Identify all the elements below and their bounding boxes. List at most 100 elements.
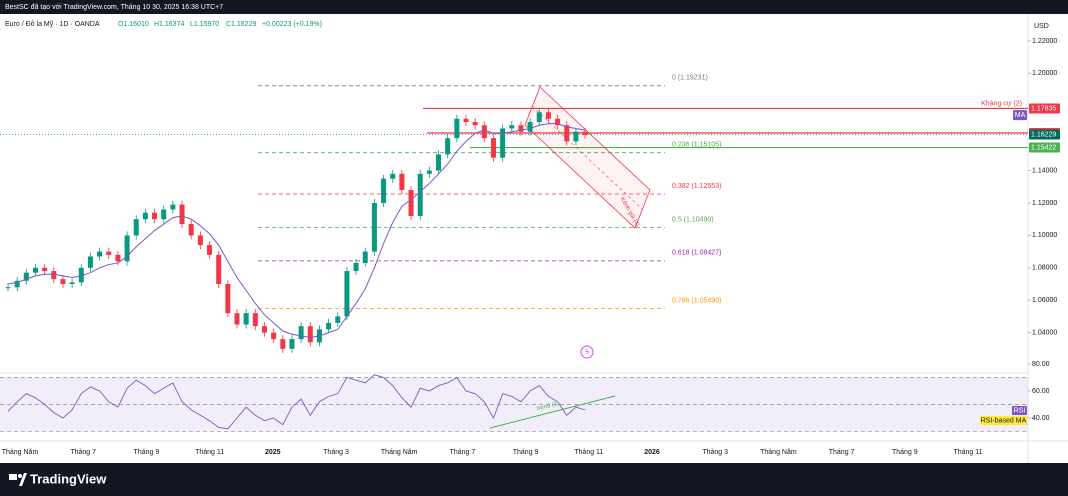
candle xyxy=(408,190,414,216)
candle xyxy=(344,271,350,317)
candle xyxy=(390,173,396,179)
price-tick-label: 1.04000 xyxy=(1032,329,1057,336)
candle xyxy=(60,279,66,285)
candle xyxy=(152,212,158,220)
resistance-label: Kháng cự (2) xyxy=(981,100,1022,107)
candle xyxy=(142,212,148,220)
time-label: Tháng 9 xyxy=(892,449,918,456)
time-label: 2026 xyxy=(644,449,660,456)
time-label: Tháng 7 xyxy=(70,449,96,456)
candle xyxy=(197,235,203,246)
time-label: Tháng 7 xyxy=(450,449,476,456)
candle xyxy=(23,272,29,281)
rsi-trend-label: trend (1) xyxy=(536,401,559,412)
rsi-tick-label: 60.00 xyxy=(1032,388,1050,395)
svg-text:ϟ: ϟ xyxy=(585,349,589,356)
time-label: Tháng Năm xyxy=(2,449,39,456)
time-label: Tháng Năm xyxy=(381,449,418,456)
candle xyxy=(216,254,222,285)
fib-label: 0 (1.19231) xyxy=(672,75,708,82)
header-bar xyxy=(0,0,1068,14)
rsi-tick-label: 40.00 xyxy=(1032,415,1050,422)
candle xyxy=(234,313,240,325)
ma-line xyxy=(7,123,586,338)
candle xyxy=(326,322,332,330)
candle xyxy=(545,112,551,119)
time-label: Tháng 11 xyxy=(195,449,224,456)
candle xyxy=(97,251,103,257)
time-label: Tháng 3 xyxy=(702,449,728,456)
candle xyxy=(225,284,231,314)
candle xyxy=(582,131,588,135)
candle xyxy=(417,173,423,216)
ohlc-value: H1.16374 xyxy=(154,21,184,28)
candle xyxy=(243,313,249,325)
symbol: Euro / Đô la Mỹ · 1D · OANDA xyxy=(5,21,100,28)
fib-label: 0.236 (1.15105) xyxy=(672,142,721,149)
price-tick-label: 1.08000 xyxy=(1032,265,1057,272)
price-tick-label: 1.20000 xyxy=(1032,70,1057,77)
candle xyxy=(179,204,185,225)
currency: USD xyxy=(1034,23,1049,30)
rsi-badge-label: RSI xyxy=(1014,407,1026,414)
last_price-badge xyxy=(1029,129,1060,140)
candle xyxy=(161,209,167,220)
fib-label: 0.618 (1.08427) xyxy=(672,250,721,257)
price-tick-label: 1.10000 xyxy=(1032,232,1057,239)
rsi-ma-badge-label: RSI-based MA xyxy=(981,417,1027,424)
candle xyxy=(106,251,112,255)
ohlc-value: O1.16010 xyxy=(118,21,149,28)
price-tick-label: 1.14000 xyxy=(1032,167,1057,174)
candle xyxy=(353,262,359,272)
candle xyxy=(490,138,496,158)
candle xyxy=(207,245,213,255)
ohlc-value: +0.00223 (+0.19%) xyxy=(262,21,322,28)
time-label: Tháng 7 xyxy=(829,449,855,456)
candle xyxy=(32,267,38,273)
candle xyxy=(87,256,93,268)
candle xyxy=(42,267,48,272)
candle xyxy=(536,112,542,122)
time-label: 2025 xyxy=(265,449,281,456)
candle xyxy=(289,339,295,349)
candle xyxy=(573,131,579,142)
candle xyxy=(555,118,561,126)
candle xyxy=(472,121,478,126)
price-tick-label: 1.12000 xyxy=(1032,200,1057,207)
time-label: Tháng 11 xyxy=(953,449,982,456)
candle xyxy=(454,118,460,139)
ma-badge-label: MA xyxy=(1015,112,1026,119)
candle xyxy=(436,154,442,171)
candle xyxy=(307,326,313,343)
price-tick-label: 1.06000 xyxy=(1032,297,1057,304)
candle xyxy=(381,178,387,203)
candle xyxy=(115,254,121,262)
footer-bar xyxy=(0,463,1068,496)
candle xyxy=(426,170,432,174)
candle xyxy=(69,282,75,285)
candle xyxy=(509,125,515,129)
candle xyxy=(564,125,570,142)
rsi-ma-badge xyxy=(980,416,1027,425)
candle xyxy=(252,313,258,327)
candle xyxy=(445,138,451,155)
time-label: Tháng Năm xyxy=(760,449,797,456)
rsi-line xyxy=(7,374,586,430)
alert-icon: ϟ xyxy=(580,345,594,359)
ma-badge xyxy=(1013,110,1027,121)
ohlc-value: C1.16229 xyxy=(226,21,256,28)
candle xyxy=(481,125,487,139)
candle xyxy=(527,121,533,132)
time-label: Tháng 11 xyxy=(574,449,603,456)
candle xyxy=(518,125,524,132)
rsi-trend-line xyxy=(489,395,616,429)
candle xyxy=(335,316,341,323)
candle xyxy=(463,118,469,122)
time-label: Tháng 9 xyxy=(134,449,160,456)
candle xyxy=(133,219,139,236)
candle xyxy=(280,339,286,349)
resistance-badge xyxy=(1029,103,1060,114)
last_price-badge-label: 1.16229 xyxy=(1031,131,1056,138)
